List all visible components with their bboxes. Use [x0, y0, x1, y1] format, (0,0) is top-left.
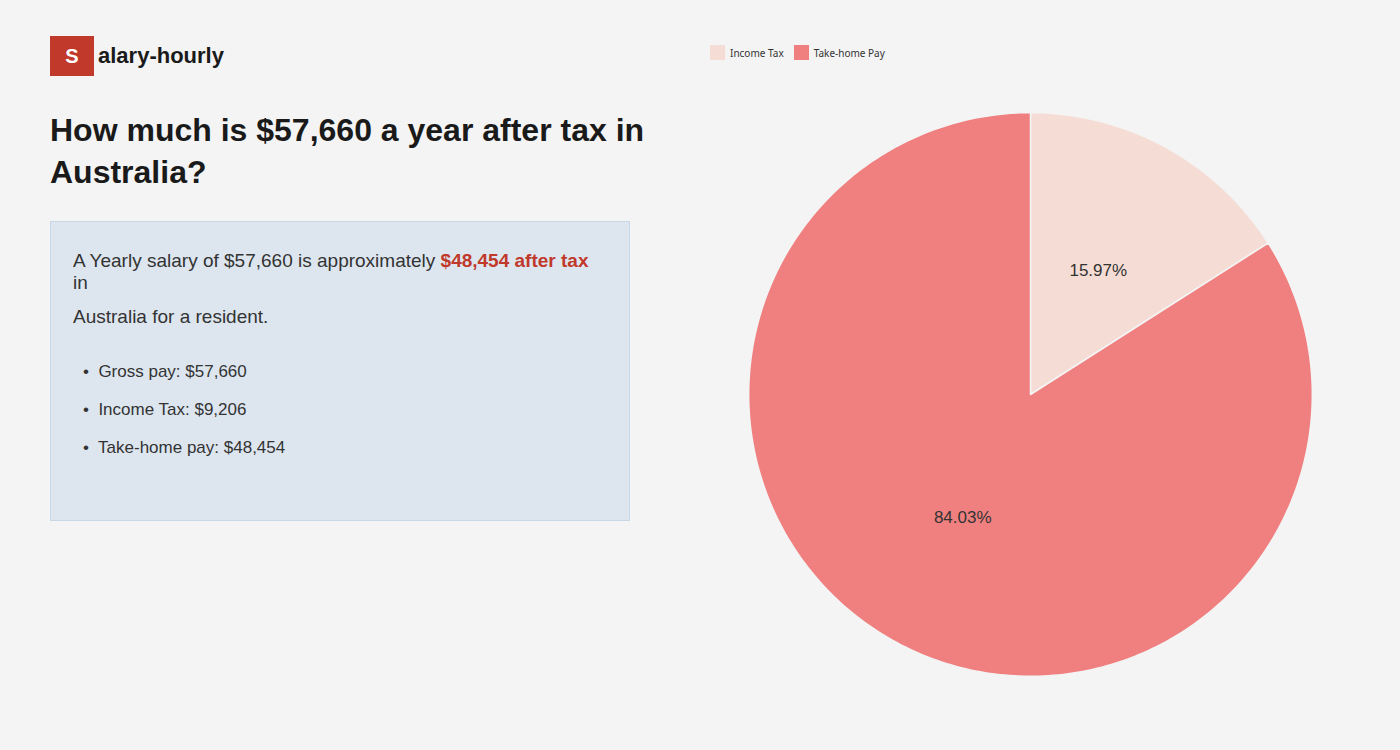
html-text:alary-hourly: alary-hourly [98, 43, 224, 68]
html-text:Australia for a resident.: Australia for a resident. [73, 306, 269, 328]
html-text:S: S [65, 45, 79, 67]
html-text:Income Tax: Income Tax [730, 45, 784, 60]
svg-text:84.03%: 84.03% [934, 508, 992, 527]
html-text:A Yearly salary of $57,660 is: A Yearly salary of $57,660 is approximat… [73, 250, 594, 294]
html-text:How much is $57,660 a year aft: How much is $57,660 a year after tax in … [50, 112, 645, 190]
html-text:• Gross pay: $57,660: • Gross pay: $57,660 [83, 362, 247, 382]
html-text:• Take-home pay: $48,454: • Take-home pay: $48,454 [83, 438, 286, 458]
svg-text:15.97%: 15.97% [1069, 261, 1127, 280]
html-text:Take-home Pay: Take-home Pay [813, 45, 885, 60]
html-text:• Income Tax: $9,206: • Income Tax: $9,206 [83, 400, 247, 420]
